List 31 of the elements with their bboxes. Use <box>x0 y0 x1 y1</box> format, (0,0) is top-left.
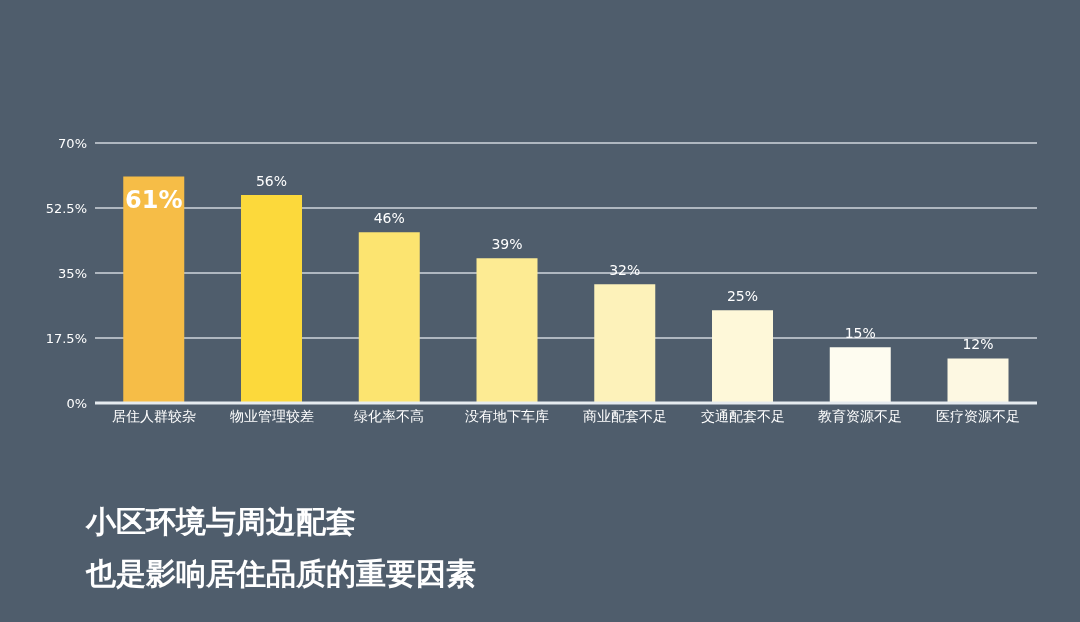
bar <box>123 176 185 403</box>
data-label: 25% <box>726 288 759 305</box>
y-tick-label: 0% <box>66 395 87 411</box>
bar <box>594 284 656 403</box>
x-tick-label: 商业配套不足 <box>582 407 667 424</box>
data-label: 15% <box>844 325 876 342</box>
y-tick-label: 17.5% <box>45 330 87 346</box>
x-tick-label: 交通配套不足 <box>700 407 785 424</box>
x-tick-label: 绿化率不高 <box>354 407 425 424</box>
data-label: 12% <box>962 336 994 353</box>
x-tick-label: 物业管理较差 <box>229 407 314 424</box>
y-tick-label: 70% <box>58 135 87 151</box>
bar <box>241 195 303 403</box>
bar <box>947 358 1009 403</box>
bar <box>829 347 891 403</box>
bar <box>476 258 538 403</box>
y-tick-label: 52.5% <box>45 200 87 216</box>
x-tick-label: 医疗资源不足 <box>936 407 1021 424</box>
data-label: 39% <box>491 236 523 253</box>
data-label: 32% <box>609 262 641 279</box>
bar <box>712 310 774 403</box>
data-label: 61% <box>125 186 183 215</box>
y-tick-label: 35% <box>58 265 87 281</box>
x-tick-label: 没有地下车库 <box>465 407 550 424</box>
text: 也是影响居住品质的重要因素 <box>86 555 476 593</box>
data-label: 46% <box>373 210 405 227</box>
x-tick-label: 教育资源不足 <box>818 407 903 424</box>
text: 小区环境与周边配套 <box>86 503 357 541</box>
bar <box>358 232 420 403</box>
x-tick-label: 居住人群较杂 <box>111 407 196 424</box>
data-label: 56% <box>255 173 288 189</box>
